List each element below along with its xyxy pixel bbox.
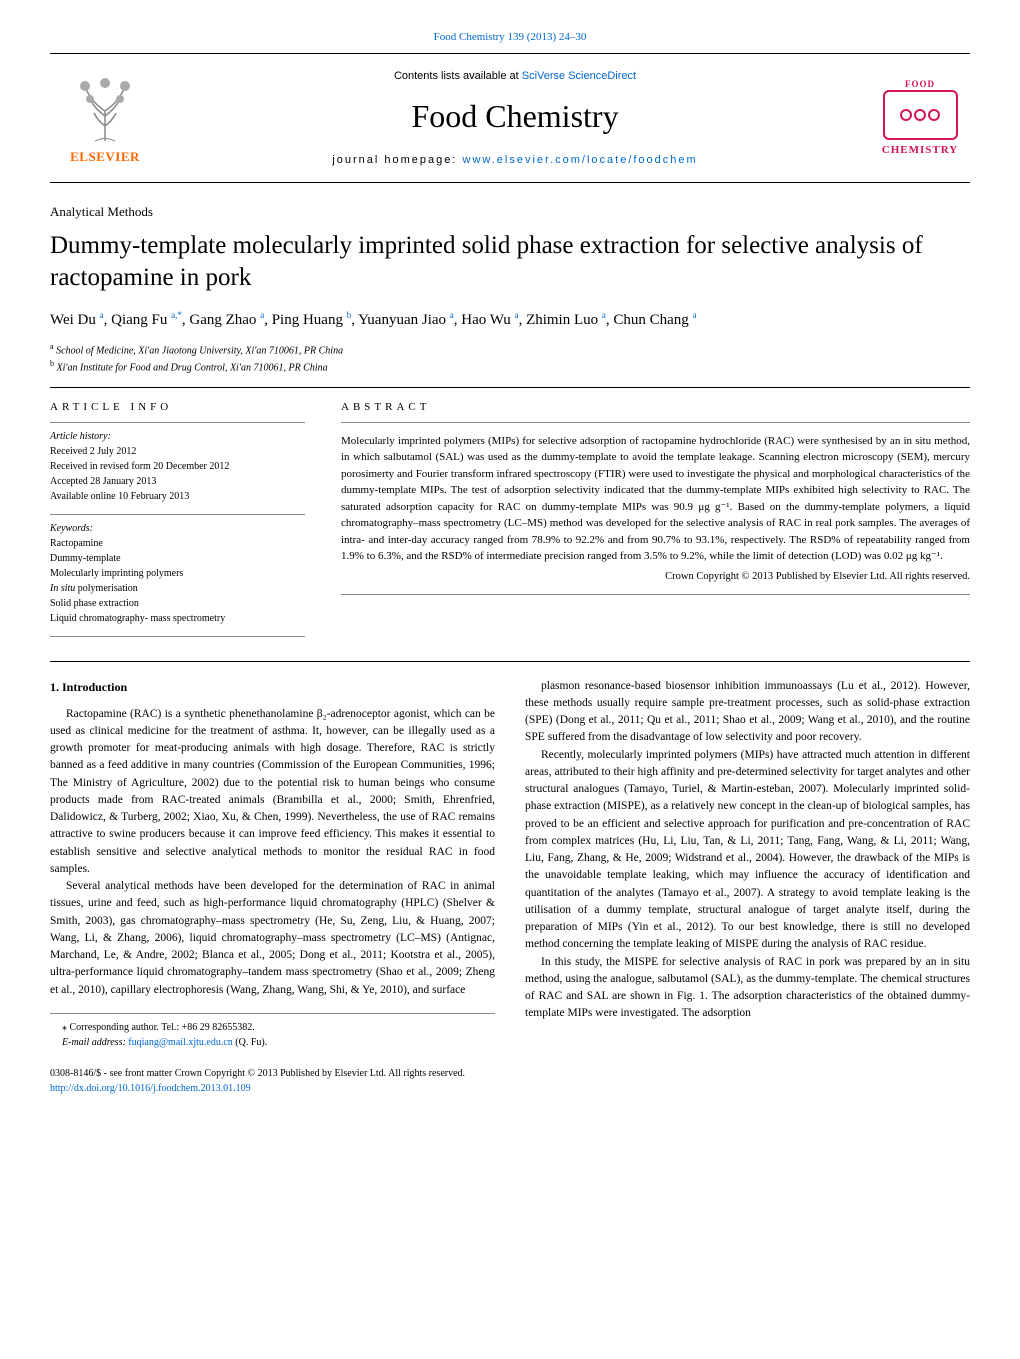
contents-prefix: Contents lists available at: [394, 70, 522, 82]
doi-link[interactable]: http://dx.doi.org/10.1016/j.foodchem.201…: [50, 1083, 251, 1094]
body-column-left: 1. Introduction Ractopamine (RAC) is a s…: [50, 678, 495, 1050]
keyword: Ractopamine: [50, 536, 305, 551]
keyword: Solid phase extraction: [50, 596, 305, 611]
history-line: Available online 10 February 2013: [50, 489, 305, 504]
corresponding-email-link[interactable]: fuqiang@mail.xjtu.edu.cn: [128, 1037, 232, 1048]
keyword: Liquid chromatography- mass spectrometry: [50, 611, 305, 626]
history-line: Received 2 July 2012: [50, 444, 305, 459]
homepage-link[interactable]: www.elsevier.com/locate/foodchem: [463, 154, 698, 166]
abstract-text: Molecularly imprinted polymers (MIPs) fo…: [341, 422, 970, 596]
section-label: Analytical Methods: [50, 203, 970, 221]
history-title: Article history:: [50, 429, 305, 444]
footer-copyright: 0308-8146/$ - see front matter Crown Cop…: [50, 1066, 970, 1096]
introduction-heading: 1. Introduction: [50, 678, 495, 696]
authors-line: Wei Du a, Qiang Fu a,*, Gang Zhao a, Pin…: [50, 309, 970, 331]
header-center: Contents lists available at SciVerse Sci…: [160, 54, 870, 182]
corresponding-line1: ⁎ Corresponding author. Tel.: +86 29 826…: [50, 1020, 495, 1035]
article-history-block: Article history: Received 2 July 2012Rec…: [50, 422, 305, 514]
elsevier-label: ELSEVIER: [70, 148, 140, 166]
article-info-heading: article info: [50, 400, 305, 421]
keyword: Dummy-template: [50, 551, 305, 566]
homepage-prefix: journal homepage:: [332, 154, 462, 166]
keywords-title: Keywords:: [50, 521, 305, 536]
contents-lists-line: Contents lists available at SciVerse Sci…: [394, 69, 636, 84]
elsevier-tree-icon: [70, 71, 140, 146]
corresponding-author-block: ⁎ Corresponding author. Tel.: +86 29 826…: [50, 1013, 495, 1050]
keywords-block: Keywords: RactopamineDummy-templateMolec…: [50, 514, 305, 637]
abstract-heading: abstract: [341, 400, 970, 421]
intro-p5: In this study, the MISPE for selective a…: [525, 954, 970, 1023]
page-reference: Food Chemistry 139 (2013) 24–30: [50, 30, 970, 45]
abstract-column: abstract Molecularly imprinted polymers …: [341, 388, 970, 636]
history-line: Received in revised form 20 December 201…: [50, 459, 305, 474]
intro-p2: Several analytical methods have been dev…: [50, 878, 495, 999]
sciencedirect-link[interactable]: SciVerse ScienceDirect: [522, 70, 636, 82]
article-title: Dummy-template molecularly imprinted sol…: [50, 230, 970, 295]
corresponding-line2: E-mail address: fuqiang@mail.xjtu.edu.cn…: [50, 1035, 495, 1050]
elsevier-logo: ELSEVIER: [50, 54, 160, 182]
article-info-column: article info Article history: Received 2…: [50, 388, 305, 636]
intro-p4: Recently, molecularly imprinted polymers…: [525, 747, 970, 954]
affiliation-a: a School of Medicine, Xi'an Jiaotong Uni…: [50, 341, 970, 358]
intro-p1: Ractopamine (RAC) is a synthetic pheneth…: [50, 706, 495, 879]
fc-box-icon: [883, 90, 958, 140]
abstract-copyright: Crown Copyright © 2013 Published by Else…: [341, 569, 970, 585]
food-chemistry-cover-icon: FOOD CHEMISTRY: [870, 54, 970, 182]
affiliations: a School of Medicine, Xi'an Jiaotong Uni…: [50, 341, 970, 376]
fc-bottom-label: CHEMISTRY: [882, 143, 958, 158]
body-columns: 1. Introduction Ractopamine (RAC) is a s…: [50, 661, 970, 1050]
journal-title: Food Chemistry: [411, 94, 618, 139]
fc-top-label: FOOD: [905, 78, 935, 91]
issn-line: 0308-8146/$ - see front matter Crown Cop…: [50, 1066, 970, 1081]
body-column-right: plasmon resonance-based biosensor inhibi…: [525, 678, 970, 1050]
keyword: In situ polymerisation: [50, 581, 305, 596]
journal-header-bar: ELSEVIER Contents lists available at Sci…: [50, 53, 970, 183]
affiliation-b: b Xi'an Institute for Food and Drug Cont…: [50, 358, 970, 375]
history-line: Accepted 28 January 2013: [50, 474, 305, 489]
journal-homepage-line: journal homepage: www.elsevier.com/locat…: [332, 153, 697, 168]
keyword: Molecularly imprinting polymers: [50, 566, 305, 581]
intro-p3: plasmon resonance-based biosensor inhibi…: [525, 678, 970, 747]
